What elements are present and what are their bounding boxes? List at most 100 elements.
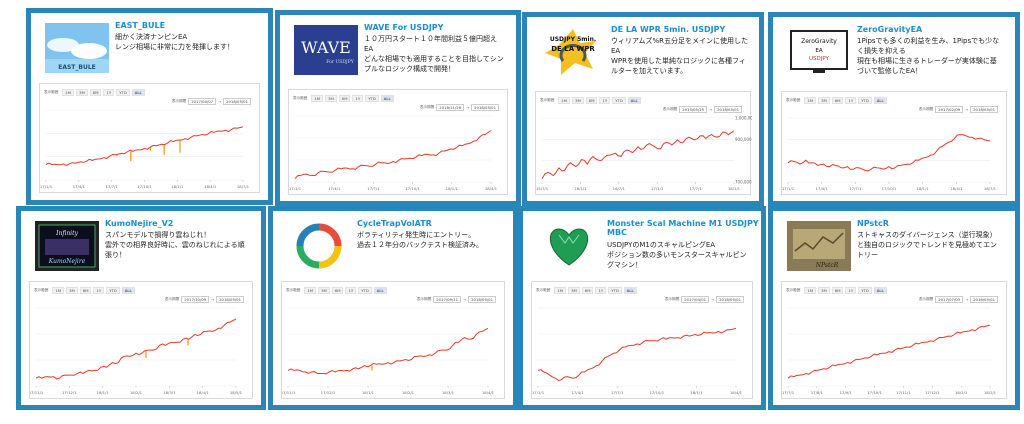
date-to-input[interactable]: 2018/05/01	[216, 296, 244, 303]
ea-card[interactable]: EAST_BULE EAST_BULE 細かく決済ナンピンEA レンジ相場に非常に力…	[26, 8, 273, 205]
zoom-button-1y[interactable]: 1Y	[345, 286, 357, 294]
thumb-subtext: For USDJPY	[326, 59, 354, 65]
ea-thumbnail[interactable]	[287, 221, 351, 271]
zoom-button-3m[interactable]: 3M	[818, 96, 830, 104]
zoom-button-6m[interactable]: 6M	[331, 286, 344, 294]
date-to-input[interactable]: 2018/05/01	[223, 98, 251, 105]
performance-chart[interactable]: 表示範囲 1M 3M 6M 1Y YTD ALL 表示期間 2018/11/28 → 2018/05…	[288, 89, 508, 195]
ea-thumbnail[interactable]: EAST_BULE	[45, 23, 109, 73]
performance-chart[interactable]: 表示範囲 1M 3M 6M 1Y YTD ALL 表示期間 2017/04/01 → 2018/05…	[531, 281, 753, 399]
ea-card[interactable]: Infinity KumoNejire KumoNejire_V2 スパンモデルで損得…	[16, 206, 266, 410]
zoom-button-6m[interactable]: 6M	[338, 94, 351, 102]
zoom-button-3m[interactable]: 3M	[318, 286, 330, 294]
ea-title-link[interactable]: DE LA WPR 5min. USDJPY	[611, 25, 726, 34]
zoom-button-1m[interactable]: 1M	[554, 286, 567, 294]
ea-title-link[interactable]: NPstcR	[857, 219, 889, 228]
zoom-button-ytd[interactable]: YTD	[858, 286, 872, 294]
ea-title-link[interactable]: EAST_BULE	[115, 21, 166, 30]
ea-card[interactable]: NPstcR NPstcR ストキャスのダイバージェンス（逆行現象） と独自のロジッ…	[768, 206, 1020, 410]
zoom-button-all[interactable]: ALL	[873, 286, 887, 294]
zoom-button-all[interactable]: ALL	[380, 94, 394, 102]
date-range: 表示期間 2018/11/28 → 2018/05/01	[420, 104, 499, 111]
date-from-input[interactable]: 2017/09/11	[433, 296, 462, 303]
zoom-button-1m[interactable]: 1M	[804, 286, 817, 294]
date-from-input[interactable]: 2017/07/03	[935, 296, 964, 303]
date-from-input[interactable]: 2017/10/09	[181, 296, 210, 303]
ea-card[interactable]: WAVE For USDJPY WAVE For USDJPY １０万円スタート１０年…	[275, 10, 521, 206]
ea-thumbnail[interactable]: NPstcR	[787, 221, 851, 271]
date-to-input[interactable]: 2018/05/01	[716, 296, 744, 303]
zoom-button-3m[interactable]: 3M	[66, 286, 78, 294]
ea-thumbnail[interactable]: Infinity KumoNejire	[35, 221, 99, 271]
zoom-button-1y[interactable]: 1Y	[845, 286, 857, 294]
ea-title-link[interactable]: CycleTrapVolATR	[357, 219, 432, 228]
zoom-button-1m[interactable]: 1M	[304, 286, 317, 294]
zoom-button-3m[interactable]: 3M	[572, 96, 584, 104]
zoom-button-ytd[interactable]: YTD	[358, 286, 372, 294]
zoom-button-1y[interactable]: 1Y	[103, 88, 115, 96]
zoom-button-1m[interactable]: 1M	[62, 88, 75, 96]
x-tick-label: 17/10/1	[137, 184, 152, 189]
ea-thumbnail[interactable]: USDJPY 5min. DE LA WPR	[541, 27, 605, 77]
zoom-button-1y[interactable]: 1Y	[595, 286, 607, 294]
x-tick-label: 18/2/1	[402, 390, 415, 395]
zoom-button-1y[interactable]: 1Y	[845, 96, 857, 104]
zoom-button-6m[interactable]: 6M	[79, 286, 92, 294]
ea-card[interactable]: ZeroGravity EA USDJPY ZeroGravityEA 1Pipsでも多…	[768, 12, 1020, 206]
zoom-button-3m[interactable]: 3M	[76, 88, 88, 96]
ea-thumbnail[interactable]: WAVE For USDJPY	[294, 25, 358, 75]
zoom-button-ytd[interactable]: YTD	[365, 94, 379, 102]
zoom-button-1m[interactable]: 1M	[804, 96, 817, 104]
date-from-input[interactable]: 2017/04/01	[681, 296, 710, 303]
ea-title-link[interactable]: Monster Scal Machine M1 USDJPY MBC	[607, 219, 759, 237]
ea-card[interactable]: Monster Scal Machine M1 USDJPY MBC USDJPY…	[518, 206, 766, 410]
zoom-button-all[interactable]: ALL	[873, 96, 887, 104]
date-from-input[interactable]: 2015/05/25	[679, 106, 708, 113]
zoom-button-1m[interactable]: 1M	[311, 94, 324, 102]
performance-chart[interactable]: 表示範囲 1M 3M 6M 1Y YTD ALL 表示期間 2015/05/25 → 2018/05…	[535, 91, 752, 195]
performance-chart[interactable]: 表示範囲 1M 3M 6M 1Y YTD ALL 表示期間 2017/09/11 → 2018/05…	[281, 281, 505, 399]
performance-chart[interactable]: 表示範囲 1M 3M 6M 1Y YTD ALL 表示期間 2017/02/09 → 2018/05…	[781, 91, 1007, 195]
ea-thumbnail[interactable]	[537, 221, 601, 271]
date-from-input[interactable]: 2018/11/28	[436, 104, 465, 111]
zoom-button-6m[interactable]: 6M	[585, 96, 598, 104]
date-from-input[interactable]: 2017/02/09	[935, 106, 964, 113]
zoom-button-all[interactable]: ALL	[131, 88, 145, 96]
performance-chart[interactable]: 表示範囲 1M 3M 6M 1Y YTD ALL 表示期間 2017/10/09 → 2018/05…	[29, 281, 253, 399]
zoom-button-1y[interactable]: 1Y	[599, 96, 611, 104]
date-to-input[interactable]: 2018/05/01	[970, 296, 998, 303]
zoom-button-6m[interactable]: 6M	[831, 96, 844, 104]
zoom-button-all[interactable]: ALL	[627, 96, 641, 104]
performance-chart[interactable]: 表示範囲 1M 3M 6M 1Y YTD ALL 表示期間 2017/04/07 → 2018/05…	[39, 83, 260, 193]
date-to-input[interactable]: 2018/05/01	[471, 104, 499, 111]
zoom-button-1m[interactable]: 1M	[52, 286, 65, 294]
ea-title-link[interactable]: WAVE For USDJPY	[364, 23, 444, 32]
date-to-input[interactable]: 2018/05/01	[714, 106, 742, 113]
zoom-button-1y[interactable]: 1Y	[93, 286, 105, 294]
zoom-button-3m[interactable]: 3M	[568, 286, 580, 294]
zoom-button-3m[interactable]: 3M	[325, 94, 337, 102]
ea-card[interactable]: CycleTrapVolATR ボラティリティ発生時にエントリー。 過去１２年分の…	[268, 206, 518, 410]
zoom-button-all[interactable]: ALL	[121, 286, 135, 294]
zoom-button-6m[interactable]: 6M	[831, 286, 844, 294]
zoom-button-1y[interactable]: 1Y	[352, 94, 364, 102]
date-from-input[interactable]: 2017/04/07	[188, 98, 217, 105]
zoom-button-ytd[interactable]: YTD	[858, 96, 872, 104]
ea-thumbnail[interactable]: ZeroGravity EA USDJPY	[787, 27, 851, 77]
zoom-button-3m[interactable]: 3M	[818, 286, 830, 294]
zoom-button-6m[interactable]: 6M	[89, 88, 102, 96]
date-to-input[interactable]: 2018/05/01	[970, 106, 998, 113]
zoom-button-all[interactable]: ALL	[623, 286, 637, 294]
ea-title-link[interactable]: ZeroGravityEA	[857, 25, 923, 34]
zoom-button-ytd[interactable]: YTD	[612, 96, 626, 104]
ea-card[interactable]: USDJPY 5min. DE LA WPR DE LA WPR 5min. USD…	[522, 12, 764, 206]
zoom-button-ytd[interactable]: YTD	[106, 286, 120, 294]
zoom-button-ytd[interactable]: YTD	[116, 88, 130, 96]
ea-title-link[interactable]: KumoNejire_V2	[105, 219, 174, 228]
zoom-button-all[interactable]: ALL	[373, 286, 387, 294]
performance-chart[interactable]: 表示範囲 1M 3M 6M 1Y YTD ALL 表示期間 2017/07/03 → 2018/05…	[781, 281, 1007, 399]
zoom-button-6m[interactable]: 6M	[581, 286, 594, 294]
zoom-button-1m[interactable]: 1M	[558, 96, 571, 104]
zoom-button-ytd[interactable]: YTD	[608, 286, 622, 294]
date-to-input[interactable]: 2018/05/01	[468, 296, 496, 303]
